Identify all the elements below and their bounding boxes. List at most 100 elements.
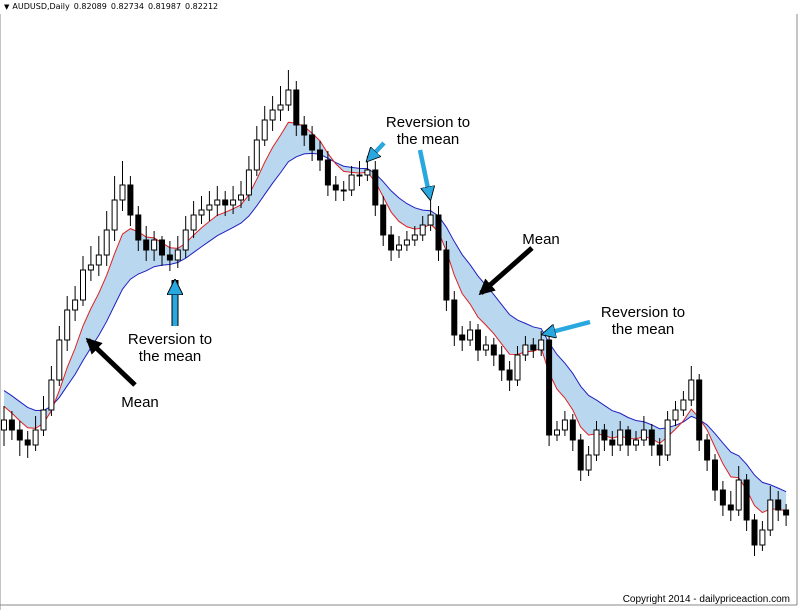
candle <box>617 421 624 451</box>
bear-candle-body <box>569 419 576 441</box>
candle <box>482 336 489 356</box>
candle <box>759 521 766 551</box>
chart-header: ▼ AUDUSD,Daily 0.82089 0.82734 0.81987 0.8221… <box>4 2 218 11</box>
bull-candle-body <box>561 419 568 431</box>
bull-candle-body <box>664 419 671 456</box>
bear-candle-body <box>475 329 481 351</box>
annotation-mean-2: Mean <box>478 231 560 296</box>
bear-candle-body <box>309 134 316 151</box>
bull-candle-body <box>285 89 292 106</box>
bull-candle-body <box>735 479 742 511</box>
bull-candle-body <box>56 339 63 381</box>
candle <box>522 336 529 361</box>
bull-candle-body <box>593 429 600 456</box>
candle <box>688 366 695 406</box>
candle <box>719 481 726 516</box>
bull-candle-body <box>672 409 679 421</box>
annotation-text: Mean <box>121 394 159 411</box>
bear-candle-body <box>712 459 718 491</box>
candles <box>1 70 790 556</box>
candle <box>403 231 410 251</box>
bear-candle-body <box>704 439 711 461</box>
bull-candle-body <box>230 199 237 206</box>
bear-candle-body <box>648 429 655 446</box>
candle <box>704 434 711 471</box>
band-fill <box>4 122 787 513</box>
bear-candle-body <box>159 239 165 256</box>
bull-candle-body <box>72 299 79 311</box>
bull-candle-body <box>151 239 158 251</box>
dropdown-triangle-icon[interactable]: ▼ <box>4 3 10 11</box>
candle <box>530 338 537 358</box>
candle <box>238 181 244 208</box>
candle <box>546 334 553 446</box>
bull-candle-body <box>419 224 426 236</box>
annotation-reversion-3: Reversion to the mean <box>544 304 685 338</box>
bear-candle-body <box>783 509 790 516</box>
candle <box>24 431 31 458</box>
bull-candle-body <box>767 499 774 531</box>
bear-candle-body <box>293 89 300 126</box>
cyan-arrow-icon <box>544 319 591 334</box>
candle <box>554 421 560 441</box>
bull-candle-body <box>640 429 647 441</box>
bear-candle-body <box>8 419 15 431</box>
bull-candle-body <box>182 229 189 251</box>
candle <box>87 246 94 281</box>
candle <box>735 466 742 516</box>
candle <box>443 241 450 311</box>
candle <box>127 176 134 226</box>
candle <box>8 411 15 440</box>
high-value: 0.82734 <box>110 2 144 11</box>
candle <box>775 491 782 521</box>
candle <box>332 176 339 201</box>
annotation-text: Reversion to <box>386 114 470 131</box>
candle <box>577 434 584 481</box>
bear-candle-body <box>127 184 134 216</box>
bull-candle-body <box>427 214 434 226</box>
candle <box>467 321 474 346</box>
candle <box>95 236 102 276</box>
bear-candle-body <box>601 429 608 441</box>
bear-candle-body <box>435 214 442 251</box>
fast-ma-line <box>3 121 787 514</box>
bull-candle-body <box>340 189 347 192</box>
annotation-reversion-1: Reversion to the mean <box>128 280 212 365</box>
candle <box>664 411 671 461</box>
black-arrow-icon <box>478 246 534 296</box>
candle <box>585 446 592 476</box>
candle <box>1 406 7 446</box>
candle <box>206 191 213 221</box>
candle <box>111 176 118 241</box>
low-value: 0.81987 <box>147 2 182 11</box>
candle <box>625 426 632 456</box>
candle <box>174 236 181 268</box>
candle <box>435 206 442 261</box>
candle <box>285 70 292 111</box>
bull-candle-body <box>269 109 276 121</box>
bull-candle-body <box>633 439 639 446</box>
bull-candle-body <box>238 194 244 201</box>
candle <box>151 231 158 261</box>
bull-candle-body <box>617 429 624 446</box>
bear-candle-body <box>222 199 229 206</box>
candle <box>783 504 790 526</box>
bull-candle-body <box>688 379 695 401</box>
candle <box>72 286 79 321</box>
bull-candle-body <box>40 409 47 431</box>
bear-candle-body <box>16 429 23 441</box>
bull-candle-body <box>396 244 402 251</box>
bear-candle-body <box>609 439 616 446</box>
candle <box>48 366 55 416</box>
black-arrow-icon <box>85 337 137 387</box>
bear-candle-body <box>775 499 782 511</box>
bull-candle-body <box>514 354 521 381</box>
annotation-text: Reversion to <box>601 304 685 321</box>
cyan-arrow-icon <box>417 149 430 198</box>
candle <box>340 181 347 201</box>
candle <box>656 438 663 466</box>
bear-candle-body <box>577 439 584 471</box>
symbol-label: AUDUSD,Daily <box>12 2 70 11</box>
candle <box>593 421 600 461</box>
